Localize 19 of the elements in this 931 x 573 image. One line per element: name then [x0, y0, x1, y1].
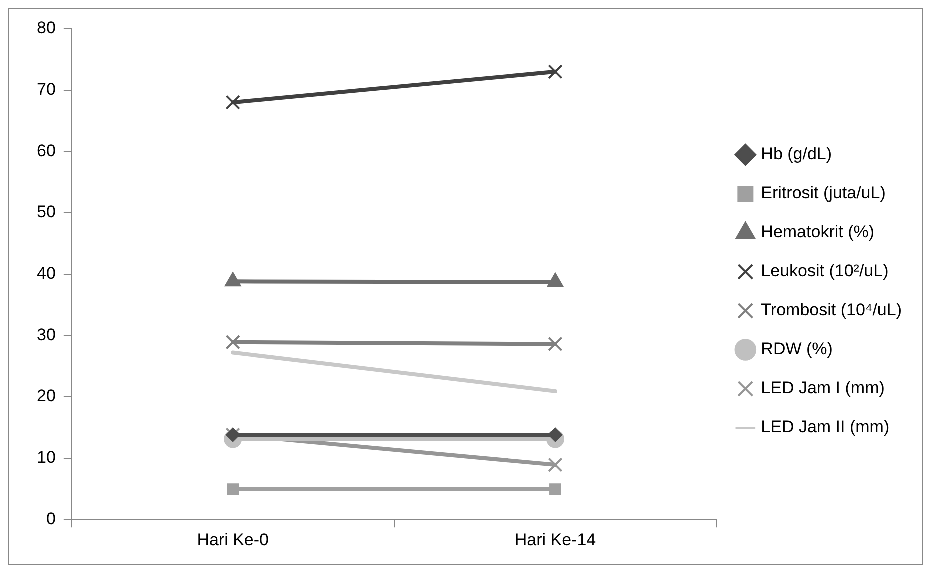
legend-label: LED Jam II (mm) — [761, 418, 890, 437]
x-tick-label: Hari Ke-14 — [514, 530, 596, 550]
y-tick-label: 40 — [36, 264, 56, 283]
y-tick-label: 70 — [36, 80, 56, 100]
y-tick-label: 50 — [36, 202, 56, 222]
legend-label: Leukosit (10²/uL) — [761, 262, 889, 281]
y-tick-label: 60 — [36, 141, 56, 160]
legend-label: Trombosit (10⁴/uL) — [761, 300, 902, 320]
y-tick-label: 0 — [46, 509, 56, 528]
x-tick-label: Hari Ke-0 — [197, 530, 270, 550]
y-tick-label: 10 — [36, 448, 56, 467]
legend-label: Hematokrit (%) — [761, 222, 875, 242]
y-tick-label: 80 — [36, 18, 56, 38]
legend-label: Hb (g/dL) — [761, 144, 832, 164]
y-tick-label: 30 — [36, 325, 56, 344]
legend-label: LED Jam I (mm) — [761, 378, 885, 398]
y-tick-label: 20 — [36, 386, 56, 406]
legend-label: Eritrosit (juta/uL) — [761, 184, 886, 203]
legend-label: RDW (%) — [761, 340, 833, 359]
